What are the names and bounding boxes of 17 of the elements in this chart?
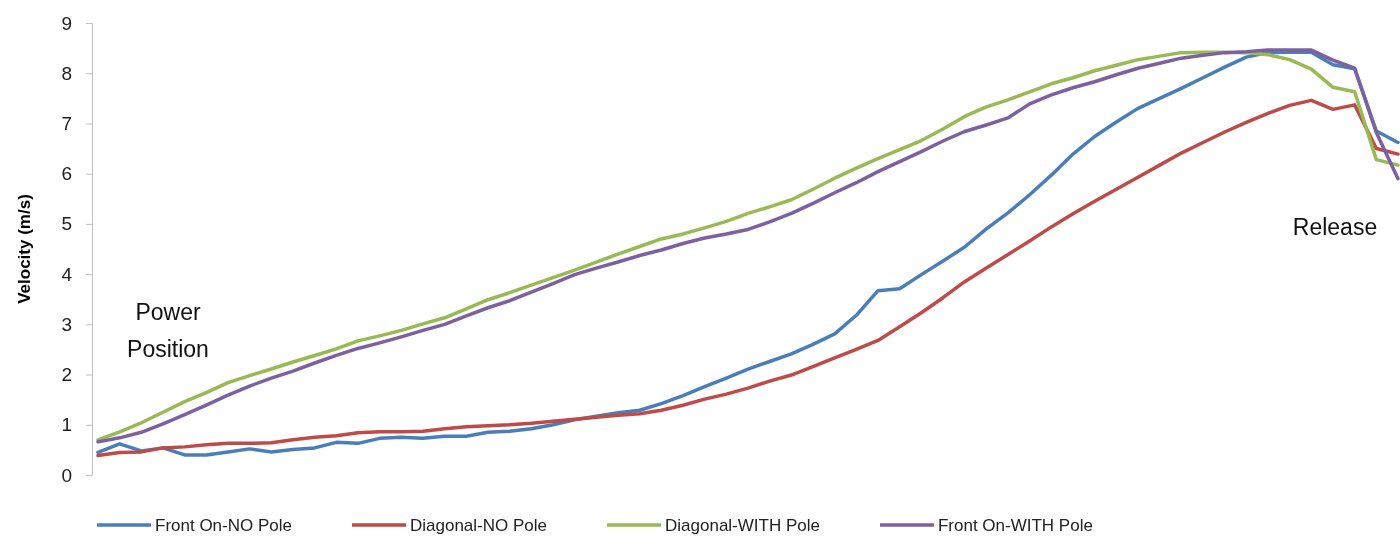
- y-tick-label: 2: [61, 364, 72, 386]
- y-tick-label: 4: [61, 263, 73, 285]
- annotation: Release: [1292, 214, 1378, 240]
- y-tick-label: 8: [61, 62, 72, 84]
- legend-label: Diagonal-WITH Pole: [665, 516, 820, 535]
- y-tick-label: 0: [61, 464, 72, 486]
- y-axis-title: Velocity (m/s): [15, 194, 34, 304]
- y-tick-label: 3: [61, 313, 72, 335]
- legend-label: Front On-NO Pole: [155, 516, 292, 535]
- y-tick-label: 9: [61, 12, 72, 34]
- y-tick-label: 1: [61, 414, 72, 436]
- y-tick-label: 6: [61, 163, 72, 185]
- y-tick-label: 5: [61, 213, 72, 235]
- y-tick-label: 7: [61, 113, 72, 135]
- legend-label: Front On-WITH Pole: [937, 516, 1093, 535]
- annotation: Power Position: [127, 299, 209, 362]
- legend-label: Diagonal-NO Pole: [410, 516, 548, 535]
